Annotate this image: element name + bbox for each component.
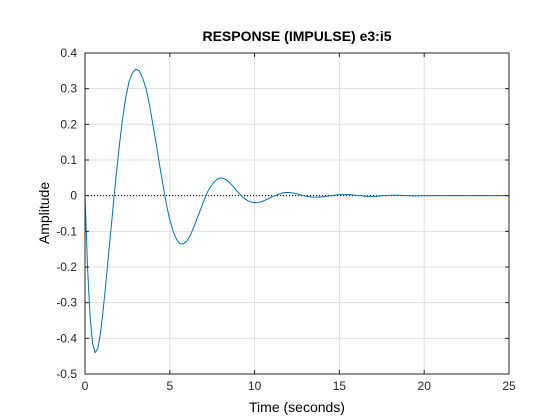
y-tick-label: 0.1: [60, 153, 77, 167]
y-tick-label: -0.2: [56, 260, 77, 274]
x-tick-label: 25: [502, 379, 516, 393]
y-tick-label: -0.3: [56, 296, 77, 310]
y-tick-label: 0.4: [60, 46, 77, 60]
x-tick-label: 15: [333, 379, 347, 393]
chart-title: RESPONSE (IMPULSE) e3:i5: [202, 28, 391, 44]
tick-marks: [84, 52, 510, 375]
y-tick-label: 0.2: [60, 117, 77, 131]
x-tick-label: 20: [418, 379, 432, 393]
series-line: [84, 68, 509, 354]
x-tick-label: 0: [82, 379, 89, 393]
x-tick-label: 10: [248, 379, 262, 393]
x-axis-label: Time (seconds): [249, 399, 345, 415]
x-tick-label: 5: [166, 379, 173, 393]
y-axis-label: Amplitude: [36, 182, 52, 244]
series-layer: [84, 68, 509, 354]
x-tick-labels: 0 5 10 15 20 25: [82, 379, 516, 393]
y-tick-labels: -0.5 -0.4 -0.3 -0.2 -0.1 0 0.1 0.2 0.3 0.4: [56, 46, 77, 381]
y-tick-label: 0.3: [60, 82, 77, 96]
plot-area: [85, 53, 509, 374]
y-tick-label: -0.5: [56, 367, 77, 381]
plot-box: [84, 52, 510, 375]
y-tick-label: 0: [70, 189, 77, 203]
y-tick-label: -0.1: [56, 224, 77, 238]
y-tick-label: -0.4: [56, 331, 77, 345]
